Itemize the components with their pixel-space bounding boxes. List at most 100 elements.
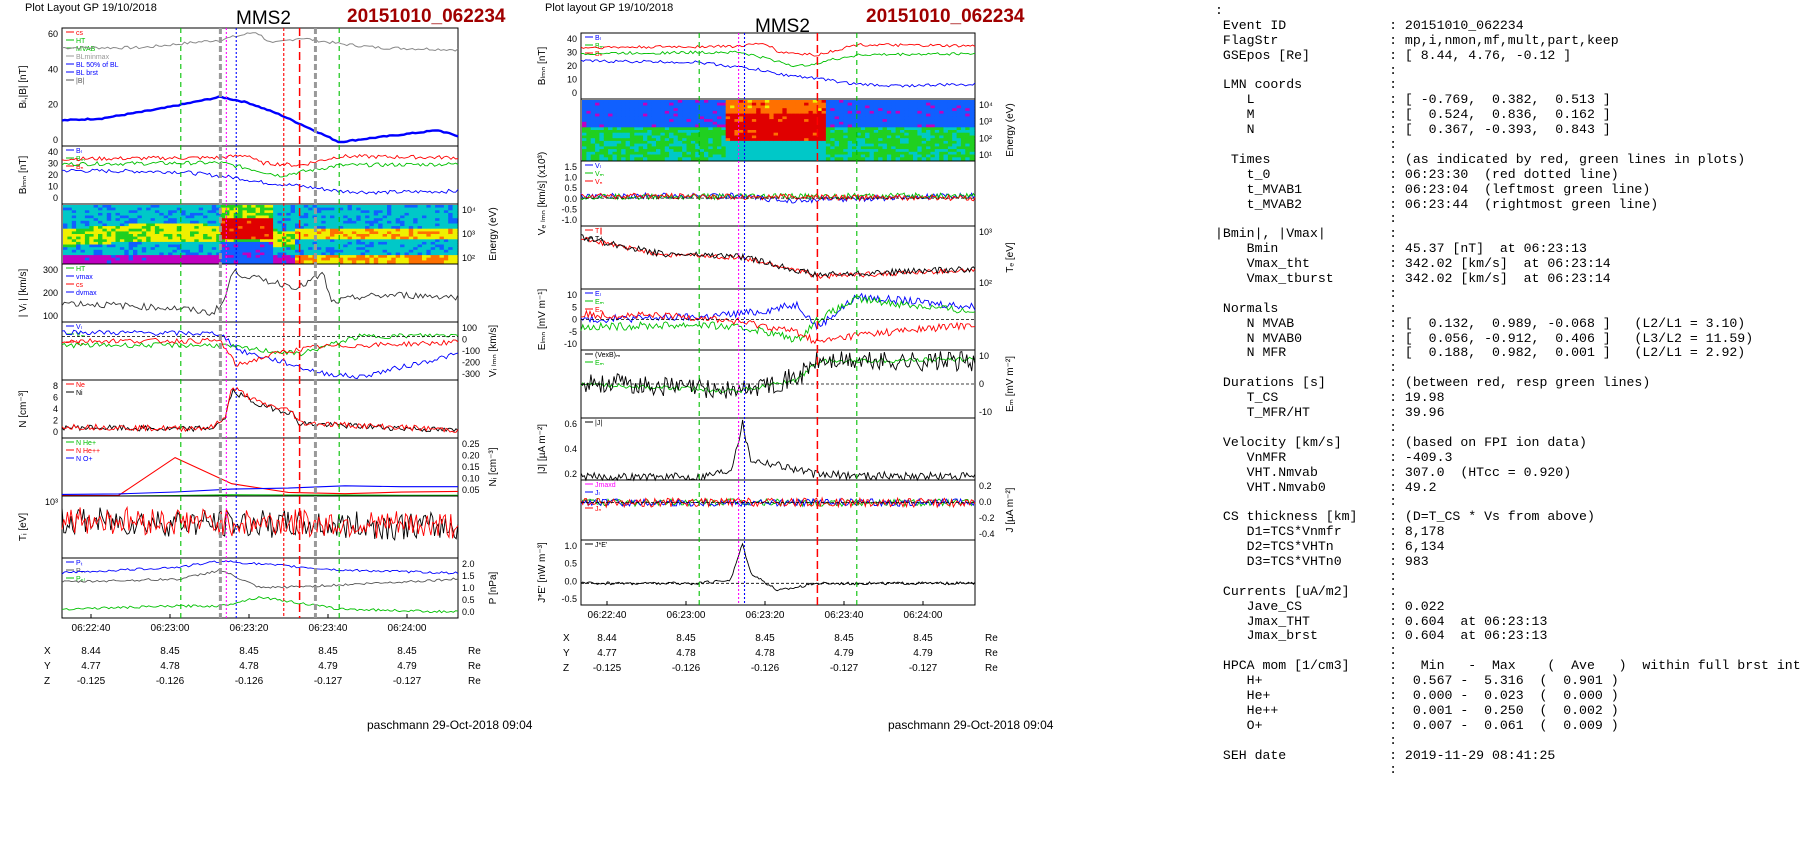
spectrogram-cell (643, 127, 648, 131)
spectrogram-cell (704, 108, 709, 112)
spectrogram-cell (873, 140, 879, 145)
series-line (61, 386, 459, 433)
spectrogram-cell (400, 207, 406, 211)
spectrogram-cell (821, 121, 827, 126)
spectrogram-cell (608, 100, 614, 104)
spectrogram-cell (969, 124, 975, 128)
spectrogram-cell (669, 105, 675, 109)
pos-unit: Re (468, 676, 481, 687)
spectrogram-cell (865, 116, 871, 120)
spectrogram-cell (825, 108, 831, 112)
spectrogram-cell (330, 218, 335, 222)
spectrogram-cell (817, 146, 823, 150)
spectrogram-cell (751, 154, 757, 158)
info-line: FlagStr : mp,i,nmon,mf,mult,part,keep (1215, 32, 1619, 48)
spectrogram-cell (791, 102, 797, 106)
spectrogram-cell (952, 138, 958, 142)
spectrogram-cell (150, 249, 156, 253)
spectrogram-cell (71, 228, 77, 232)
spectrogram-cell (760, 135, 766, 139)
spectrogram-cell (203, 215, 209, 219)
spectrogram-cell (895, 127, 901, 131)
series-line (580, 356, 976, 394)
spectrogram-cell (934, 116, 940, 120)
spectrogram-cell (115, 218, 121, 222)
spectrogram-cell (225, 207, 230, 211)
spectrogram-cell (712, 100, 718, 104)
spectrogram-cell (115, 244, 121, 248)
spectrogram-cell (812, 132, 818, 136)
spectrogram-cell (791, 143, 797, 147)
spectrogram-cell (194, 260, 200, 264)
spectrogram-cell (391, 257, 397, 261)
spectrogram-cell (233, 205, 239, 209)
spectrogram-cell (730, 146, 736, 150)
spectrogram-cell (251, 215, 257, 219)
spectrogram-cell (904, 149, 910, 153)
series-line (61, 596, 459, 614)
spectrogram-cell (251, 234, 257, 238)
spectrogram-cell (634, 157, 640, 161)
spectrogram-cell (137, 223, 143, 227)
series-line (580, 234, 976, 279)
spectrogram-cell (273, 205, 279, 209)
spectrogram-cell (913, 157, 918, 161)
spectrogram-cell (176, 252, 182, 256)
pos-value: 8.45 (239, 646, 259, 657)
spectrogram-cell (943, 154, 949, 158)
spectrogram-cell (84, 226, 90, 230)
spectrogram-cell (422, 249, 427, 253)
spectrogram-cell (115, 260, 121, 264)
spectrogram-cell (769, 143, 775, 147)
spectrogram-cell (98, 228, 103, 232)
spectrogram-cell (220, 241, 226, 246)
spectrogram-cell (63, 252, 68, 256)
spectrogram-cell (80, 236, 86, 240)
spectrogram-cell (625, 154, 631, 158)
spectrogram-cell (238, 236, 244, 240)
spectrogram-cell (67, 244, 73, 248)
spectrogram-cell (795, 124, 801, 128)
spectrogram-cell (351, 234, 357, 238)
spectrogram-cell (930, 154, 936, 158)
spectrogram-cell (891, 132, 897, 136)
spectrogram-cell (895, 110, 901, 115)
spectrogram-cell (251, 239, 257, 243)
spectrogram-cell (817, 135, 823, 139)
spectrogram-cell (417, 249, 423, 253)
spectrogram-cell (590, 100, 596, 104)
panel-frame (580, 32, 976, 100)
spectrogram-cell (172, 255, 178, 259)
info-line: Velocity [km/s] : (based on FPI ion data… (1215, 434, 1587, 450)
spectrogram-cell (308, 249, 314, 253)
spectrogram-cell (439, 207, 445, 211)
spectrogram-cell (669, 108, 675, 112)
spectrogram-cell (150, 205, 156, 209)
spectrogram-cell (316, 239, 322, 243)
spectrogram-cell (682, 154, 688, 158)
spectrogram-cell (904, 105, 910, 109)
spectrogram-cell (281, 218, 287, 222)
spectrogram-cell (321, 205, 327, 209)
spectrogram-cell (882, 146, 888, 150)
pos-value: 8.45 (755, 633, 775, 644)
spectrogram-cell (146, 236, 152, 240)
spectrogram-cell (886, 140, 892, 145)
spectrogram-cell (391, 207, 397, 211)
spectrogram-cell (216, 223, 222, 227)
spectrogram-cell (417, 255, 423, 259)
spectrogram-cell (786, 132, 792, 136)
spectrogram-cell (756, 135, 762, 139)
spectrogram-cell (939, 151, 945, 156)
spectrogram-cell (947, 113, 953, 117)
spectrogram-cell (452, 207, 458, 211)
spectrogram-cell (360, 220, 366, 224)
spectrogram-cell (273, 218, 279, 222)
spectrogram-cell (760, 132, 766, 136)
spectrogram-cell (747, 138, 753, 142)
spectrogram-cell (878, 116, 884, 120)
spectrogram-cell (290, 207, 296, 211)
spectrogram-cell (207, 244, 213, 248)
spectrogram-cell (782, 135, 788, 139)
spectrogram-cell (194, 255, 200, 259)
